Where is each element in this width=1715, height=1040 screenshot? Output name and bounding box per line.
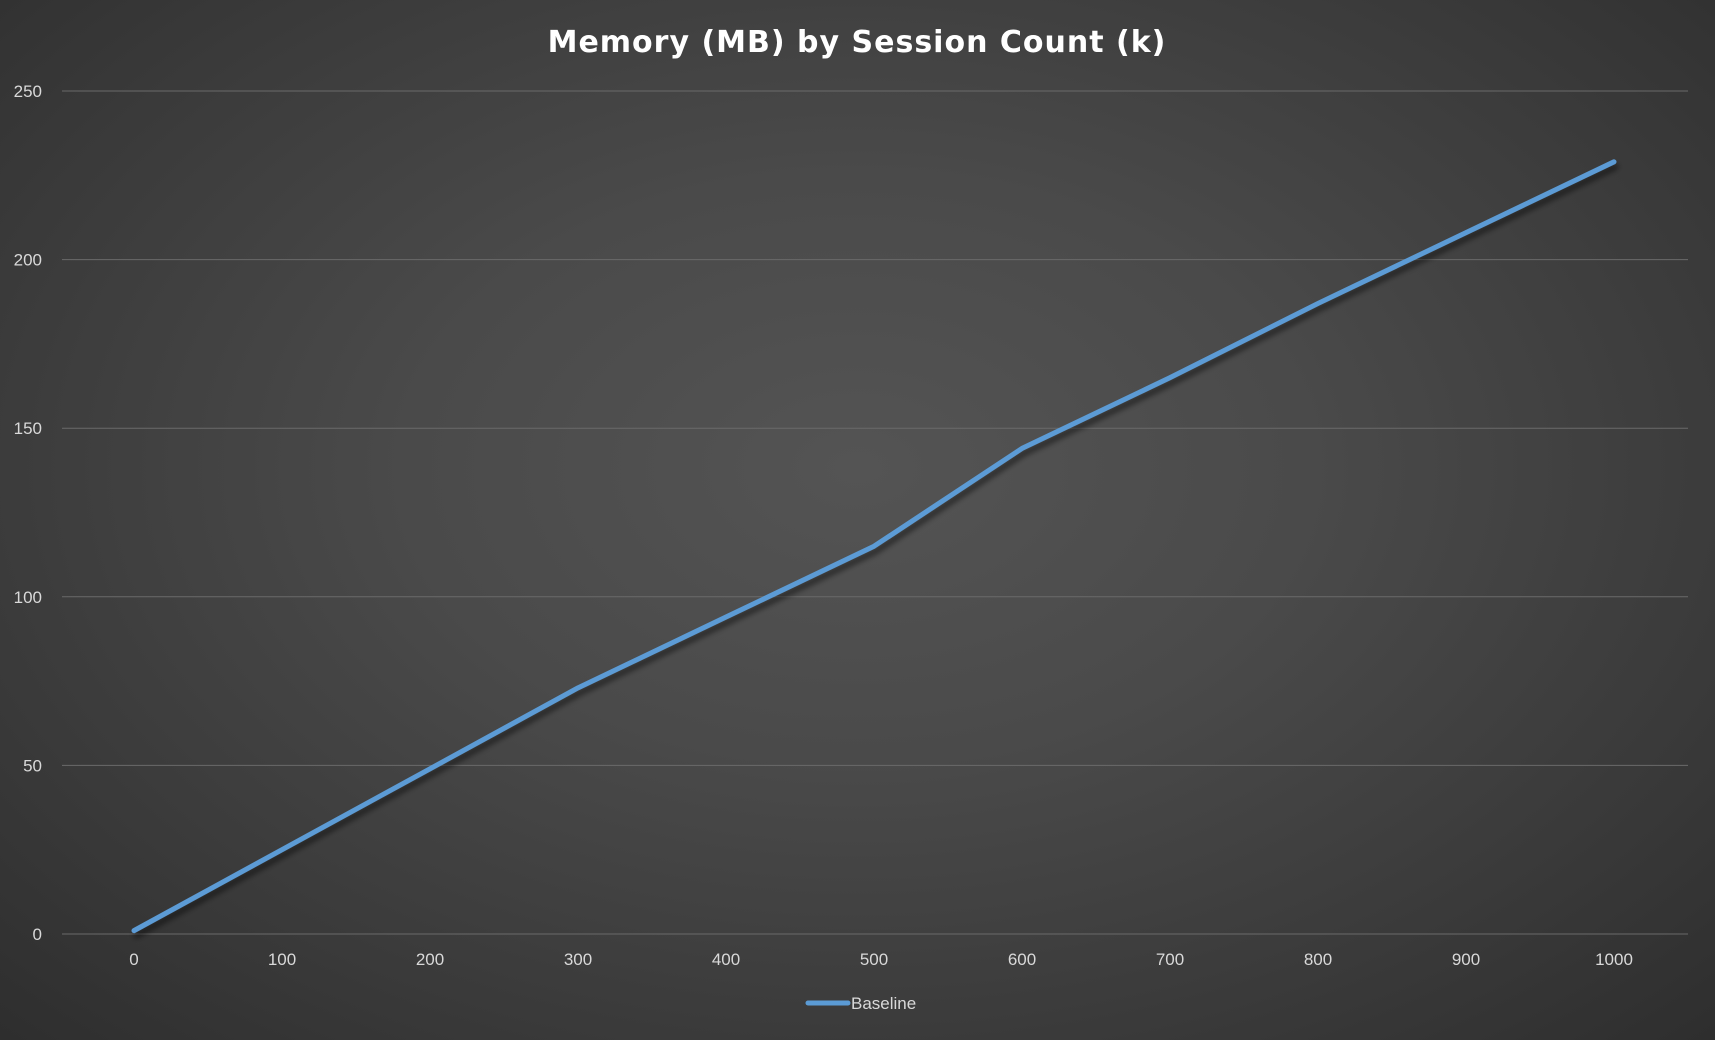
y-tick-label: 0: [33, 925, 42, 944]
data-point: [576, 685, 581, 690]
x-tick-label: 700: [1156, 950, 1184, 969]
series-line-baseline: [131, 159, 1617, 934]
x-axis-ticks: 0 100 200 300 400 500 600 700 800 900 1000: [129, 950, 1633, 969]
data-point: [1464, 230, 1469, 235]
data-point: [428, 766, 433, 771]
x-tick-label: 100: [268, 950, 296, 969]
y-tick-label: 100: [14, 588, 42, 607]
legend-label: Baseline: [851, 994, 916, 1013]
data-point: [1020, 446, 1025, 451]
data-point: [1316, 301, 1321, 306]
x-tick-label: 400: [712, 950, 740, 969]
x-tick-label: 0: [129, 950, 138, 969]
x-tick-label: 600: [1008, 950, 1036, 969]
chart-title: Memory (MB) by Session Count (k): [548, 25, 1167, 60]
data-point: [1612, 159, 1617, 164]
x-tick-label: 900: [1452, 950, 1480, 969]
x-tick-label: 800: [1304, 950, 1332, 969]
y-tick-label: 250: [14, 82, 42, 101]
data-point: [872, 544, 877, 549]
x-tick-label: 200: [416, 950, 444, 969]
data-point: [1168, 375, 1173, 380]
data-point: [132, 928, 137, 933]
y-tick-label: 150: [14, 419, 42, 438]
data-point: [724, 615, 729, 620]
data-point: [280, 847, 285, 852]
gridlines: [62, 90, 1688, 935]
legend: Baseline: [805, 994, 916, 1013]
x-tick-label: 300: [564, 950, 592, 969]
y-tick-label: 200: [14, 251, 42, 270]
x-tick-label: 500: [860, 950, 888, 969]
y-tick-label: 50: [23, 756, 42, 775]
series-lines: [131, 159, 1617, 934]
x-tick-label: 1000: [1595, 950, 1633, 969]
y-axis-ticks: 0 50 100 150 200 250: [14, 82, 42, 944]
